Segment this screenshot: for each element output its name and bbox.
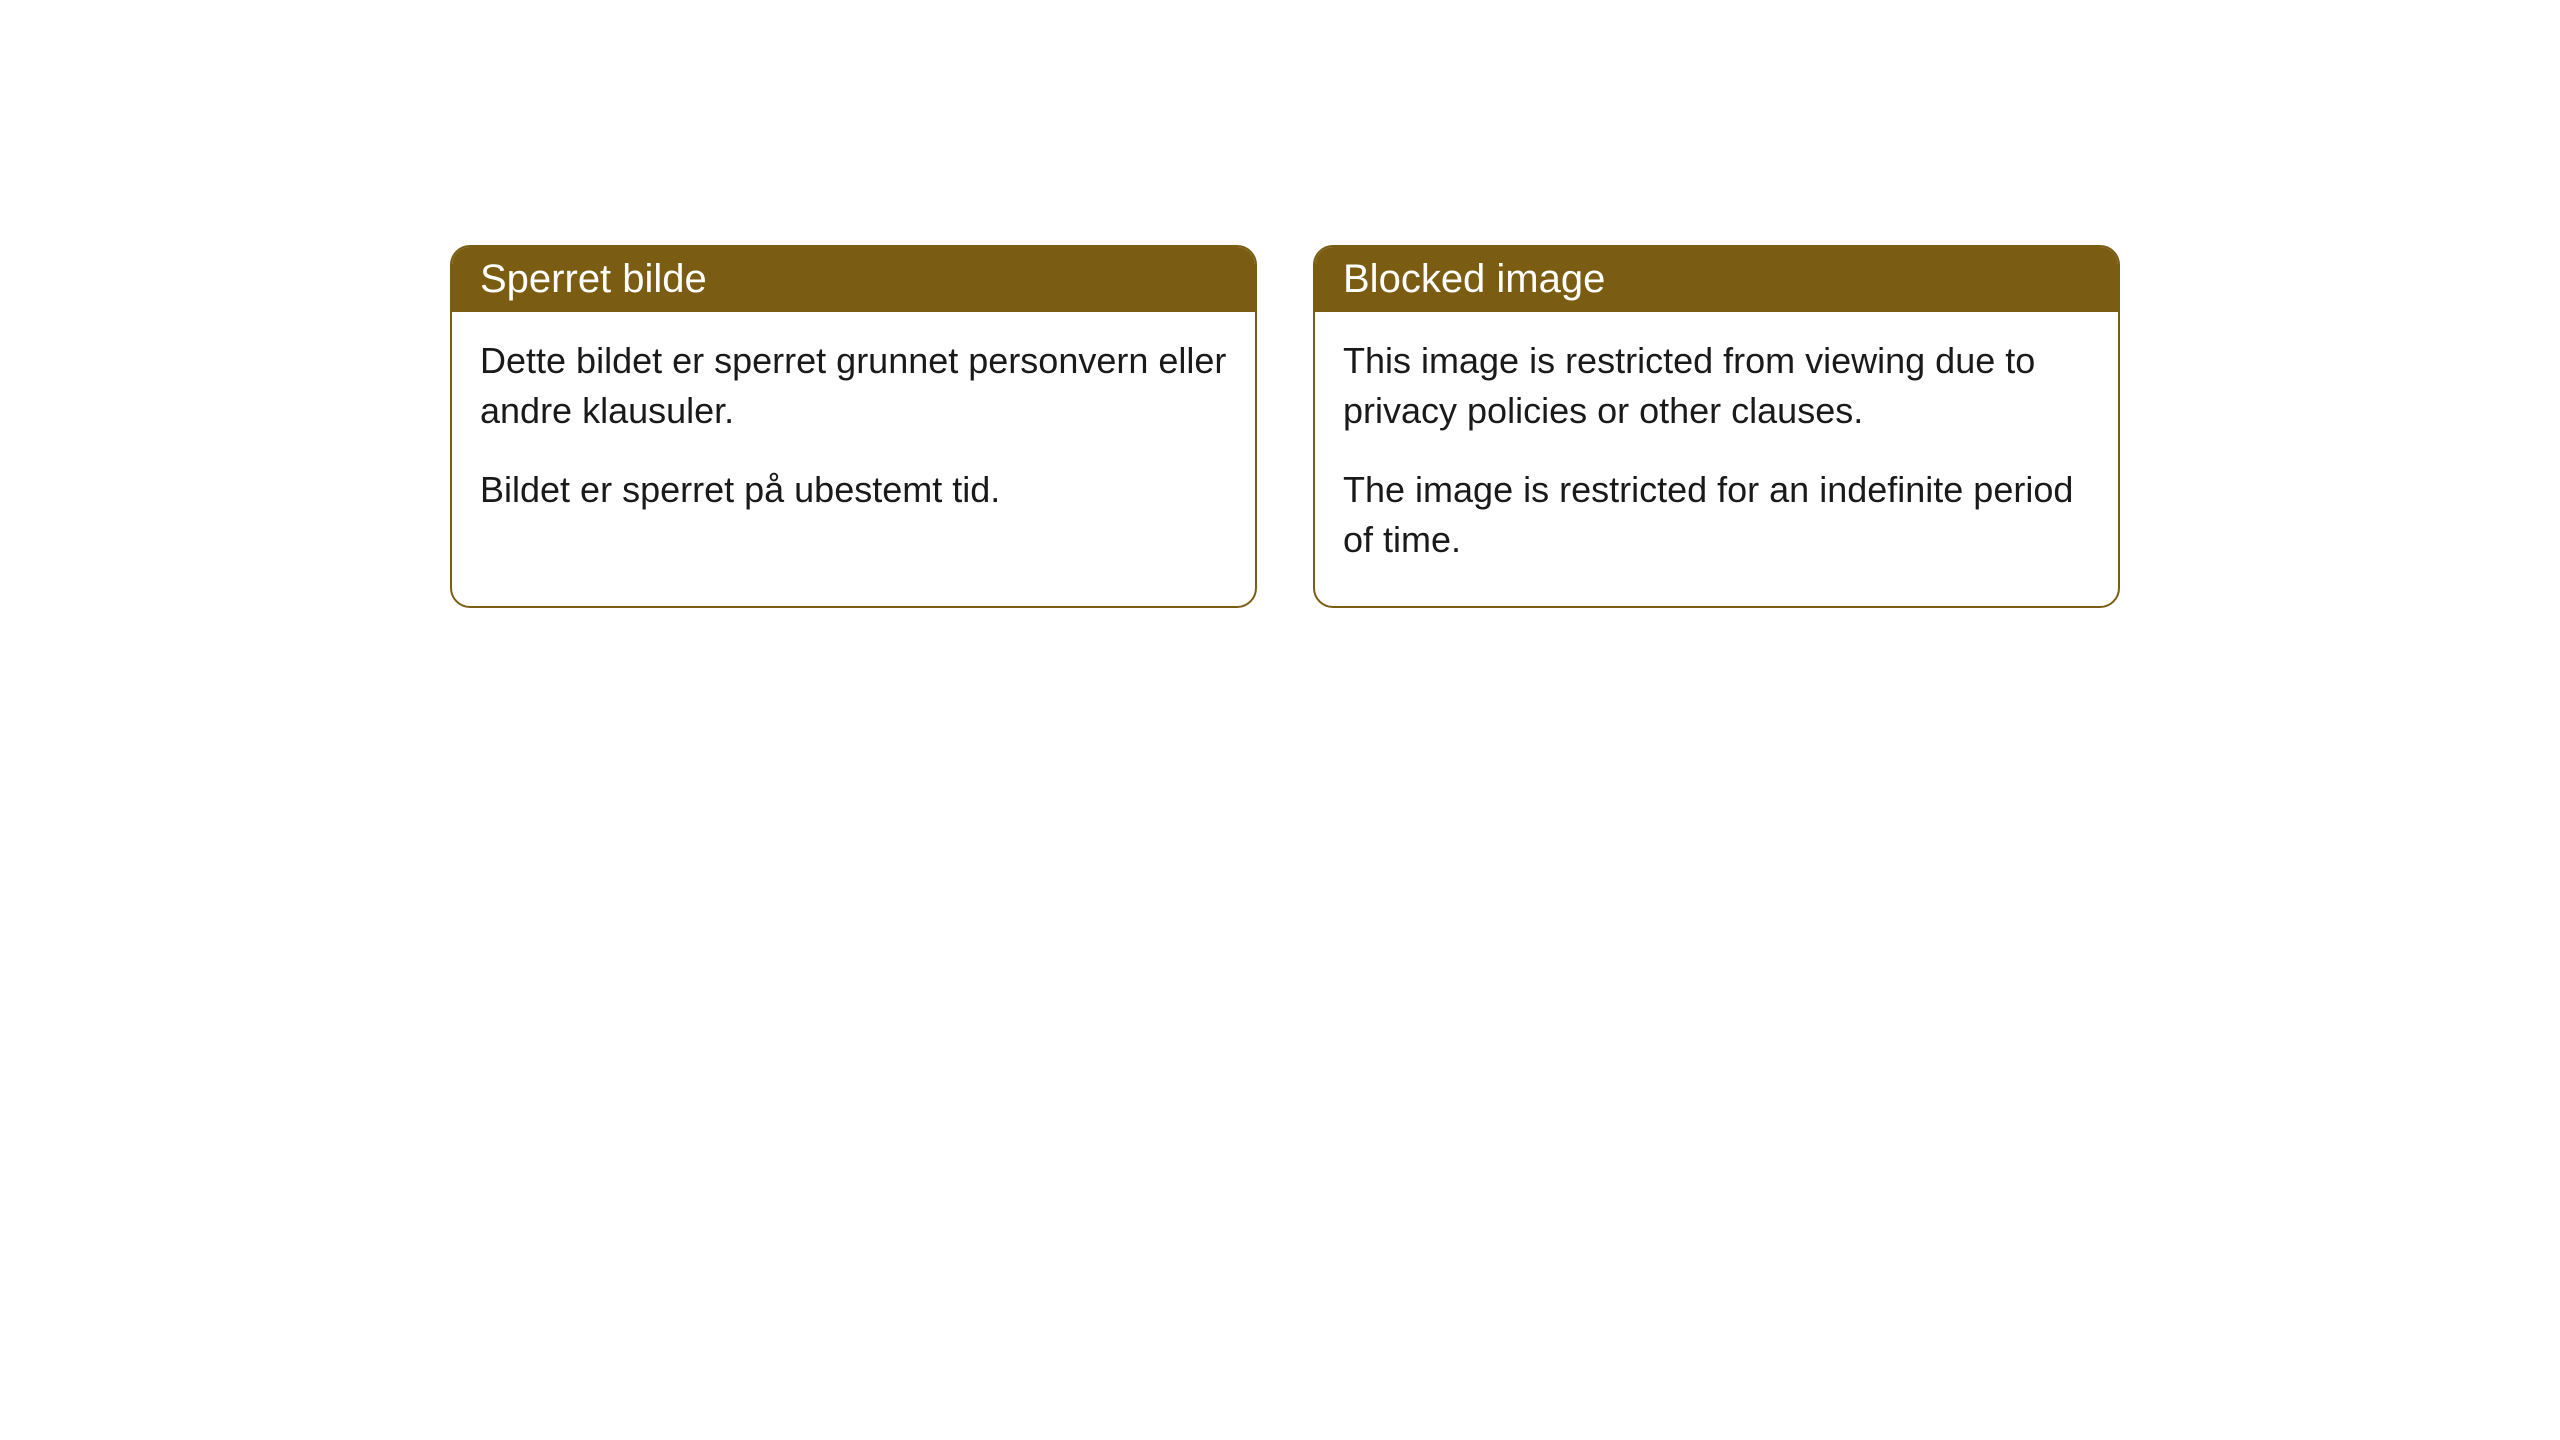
card-header: Blocked image	[1315, 247, 2118, 312]
card-header: Sperret bilde	[452, 247, 1255, 312]
card-paragraph: The image is restricted for an indefinit…	[1343, 465, 2090, 566]
card-title: Sperret bilde	[480, 257, 707, 301]
card-paragraph: Bildet er sperret på ubestemt tid.	[480, 465, 1227, 515]
card-title: Blocked image	[1343, 257, 1605, 301]
card-paragraph: This image is restricted from viewing du…	[1343, 336, 2090, 437]
card-english: Blocked image This image is restricted f…	[1313, 245, 2120, 608]
card-body: This image is restricted from viewing du…	[1315, 312, 2118, 606]
card-body: Dette bildet er sperret grunnet personve…	[452, 312, 1255, 555]
card-paragraph: Dette bildet er sperret grunnet personve…	[480, 336, 1227, 437]
card-norwegian: Sperret bilde Dette bildet er sperret gr…	[450, 245, 1257, 608]
cards-container: Sperret bilde Dette bildet er sperret gr…	[450, 245, 2120, 608]
